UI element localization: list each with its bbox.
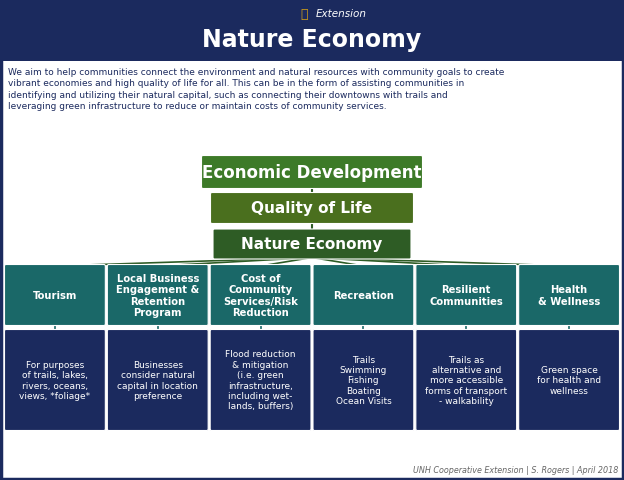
FancyBboxPatch shape [4,265,105,326]
FancyBboxPatch shape [313,265,414,326]
Text: ⛨: ⛨ [300,8,308,21]
Text: Local Business
Engagement &
Retention
Program: Local Business Engagement & Retention Pr… [116,273,200,318]
Text: Nature Economy: Nature Economy [202,28,422,52]
FancyBboxPatch shape [416,330,517,431]
FancyBboxPatch shape [210,265,311,326]
Text: Cost of
Community
Services/Risk
Reduction: Cost of Community Services/Risk Reductio… [223,273,298,318]
Text: Extension: Extension [316,9,367,19]
FancyBboxPatch shape [416,265,517,326]
Text: Recreation: Recreation [333,290,394,300]
Text: Economic Development: Economic Development [202,164,422,181]
Text: Resilient
Communities: Resilient Communities [429,285,503,306]
FancyBboxPatch shape [210,330,311,431]
Text: Tourism: Tourism [32,290,77,300]
Text: Green space
for health and
wellness: Green space for health and wellness [537,365,601,395]
FancyBboxPatch shape [107,330,208,431]
FancyBboxPatch shape [210,193,414,224]
Text: Nature Economy: Nature Economy [241,237,383,252]
FancyBboxPatch shape [213,229,411,260]
Text: UNH Cooperative Extension | S. Rogers | April 2018: UNH Cooperative Extension | S. Rogers | … [412,465,618,474]
Text: We aim to help communities connect the environment and natural resources with co: We aim to help communities connect the e… [8,68,504,111]
FancyBboxPatch shape [202,156,422,189]
Text: Trails
Swimming
Fishing
Boating
Ocean Visits: Trails Swimming Fishing Boating Ocean Vi… [336,355,391,406]
Text: Trails as
alternative and
more accessible
forms of transport
- walkability: Trails as alternative and more accessibl… [425,355,507,406]
Text: Flood reduction
& mitigation
(i.e. green
infrastructure,
including wet-
lands, b: Flood reduction & mitigation (i.e. green… [225,350,296,411]
FancyBboxPatch shape [4,330,105,431]
FancyBboxPatch shape [107,265,208,326]
Text: For purposes
of trails, lakes,
rivers, oceans,
views, *foliage*: For purposes of trails, lakes, rivers, o… [19,360,90,400]
Bar [1,0,623,62]
Text: Quality of Life: Quality of Life [251,201,373,216]
FancyBboxPatch shape [313,330,414,431]
Text: Health
& Wellness: Health & Wellness [538,285,600,306]
FancyBboxPatch shape [519,330,620,431]
Text: Businesses
consider natural
capital in location
preference: Businesses consider natural capital in l… [117,360,198,400]
FancyBboxPatch shape [519,265,620,326]
